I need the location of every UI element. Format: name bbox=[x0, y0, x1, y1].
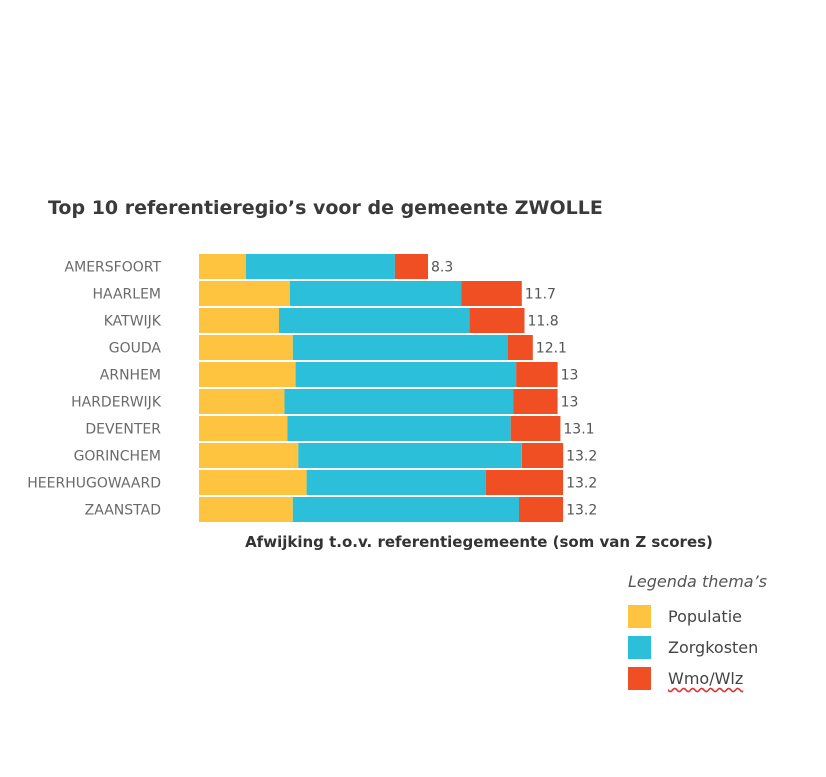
bar-zorgkosten-gouda bbox=[292, 335, 508, 360]
chart-title: Top 10 referentieregio’s voor de gemeent… bbox=[48, 197, 603, 219]
category-label-amersfoort: AMERSFOORT bbox=[65, 260, 162, 276]
category-label-haarlem: HAARLEM bbox=[92, 287, 161, 303]
legend-swatch-zorgkosten bbox=[628, 636, 651, 659]
bar-zorgkosten-deventer bbox=[287, 416, 511, 441]
legend-label-wmo-wlz: Wmo/Wlz bbox=[668, 669, 744, 688]
bar-wmo-wlz-haarlem bbox=[461, 281, 522, 306]
bar-zorgkosten-haarlem bbox=[290, 281, 461, 306]
bar-populatie-heerhugowaard bbox=[199, 470, 307, 495]
bar-wmo-wlz-zaanstad bbox=[519, 497, 564, 522]
bar-populatie-gorinchem bbox=[199, 443, 299, 468]
legend-swatch-populatie bbox=[628, 605, 651, 628]
total-label-katwijk: 11.8 bbox=[528, 314, 559, 330]
category-label-gouda: GOUDA bbox=[109, 341, 162, 357]
bar-populatie-harderwijk bbox=[199, 389, 285, 414]
total-label-arnhem: 13 bbox=[561, 368, 579, 384]
category-label-harderwijk: HARDERWIJK bbox=[71, 395, 162, 411]
legend-item-wmo-wlz: Wmo/Wlz bbox=[628, 667, 818, 690]
category-label-zaanstad: ZAANSTAD bbox=[85, 503, 161, 519]
category-label-heerhugowaard: HEERHUGOWAARD bbox=[27, 476, 161, 492]
bar-wmo-wlz-deventer bbox=[510, 416, 561, 441]
bar-zorgkosten-harderwijk bbox=[284, 389, 514, 414]
bar-populatie-amersfoort bbox=[199, 254, 246, 279]
bar-populatie-deventer bbox=[199, 416, 288, 441]
bar-zorgkosten-arnhem bbox=[295, 362, 517, 387]
legend-swatch-wmo-wlz bbox=[628, 667, 651, 690]
bar-zorgkosten-amersfoort bbox=[245, 254, 395, 279]
bar-populatie-katwijk bbox=[199, 308, 279, 333]
bar-zorgkosten-katwijk bbox=[279, 308, 470, 333]
total-label-zaanstad: 13.2 bbox=[566, 503, 597, 519]
legend-item-zorgkosten: Zorgkosten bbox=[628, 636, 818, 659]
bar-wmo-wlz-katwijk bbox=[469, 308, 525, 333]
category-label-arnhem: ARNHEM bbox=[100, 368, 161, 384]
total-label-amersfoort: 8.3 bbox=[431, 260, 453, 276]
category-label-deventer: DEVENTER bbox=[85, 422, 161, 438]
bar-populatie-haarlem bbox=[199, 281, 290, 306]
bar-populatie-zaanstad bbox=[199, 497, 293, 522]
total-label-gorinchem: 13.2 bbox=[566, 449, 597, 465]
total-label-gouda: 12.1 bbox=[536, 341, 567, 357]
bar-wmo-wlz-heerhugowaard bbox=[485, 470, 564, 495]
total-label-heerhugowaard: 13.2 bbox=[566, 476, 597, 492]
legend-label-zorgkosten: Zorgkosten bbox=[668, 638, 759, 657]
legend-item-populatie: Populatie bbox=[628, 605, 818, 628]
legend-title: Legenda thema’s bbox=[628, 572, 768, 591]
legend: Legenda thema’s Populatie Zorgkosten Wmo… bbox=[628, 572, 818, 698]
bar-populatie-gouda bbox=[199, 335, 293, 360]
bar-zorgkosten-gorinchem bbox=[298, 443, 522, 468]
bar-wmo-wlz-gouda bbox=[508, 335, 533, 360]
bar-populatie-arnhem bbox=[199, 362, 296, 387]
bar-wmo-wlz-harderwijk bbox=[513, 389, 558, 414]
total-label-deventer: 13.1 bbox=[563, 422, 594, 438]
x-axis-label: Afwijking t.o.v. referentiegemeente (som… bbox=[245, 533, 713, 551]
legend-label-populatie: Populatie bbox=[668, 607, 742, 626]
bar-wmo-wlz-arnhem bbox=[516, 362, 558, 387]
bar-zorgkosten-heerhugowaard bbox=[306, 470, 486, 495]
total-label-haarlem: 11.7 bbox=[525, 287, 556, 303]
bar-wmo-wlz-gorinchem bbox=[521, 443, 564, 468]
total-label-harderwijk: 13 bbox=[561, 395, 579, 411]
category-label-katwijk: KATWIJK bbox=[104, 314, 162, 330]
category-label-gorinchem: GORINCHEM bbox=[74, 449, 161, 465]
bar-zorgkosten-zaanstad bbox=[292, 497, 519, 522]
bar-wmo-wlz-amersfoort bbox=[394, 254, 428, 279]
